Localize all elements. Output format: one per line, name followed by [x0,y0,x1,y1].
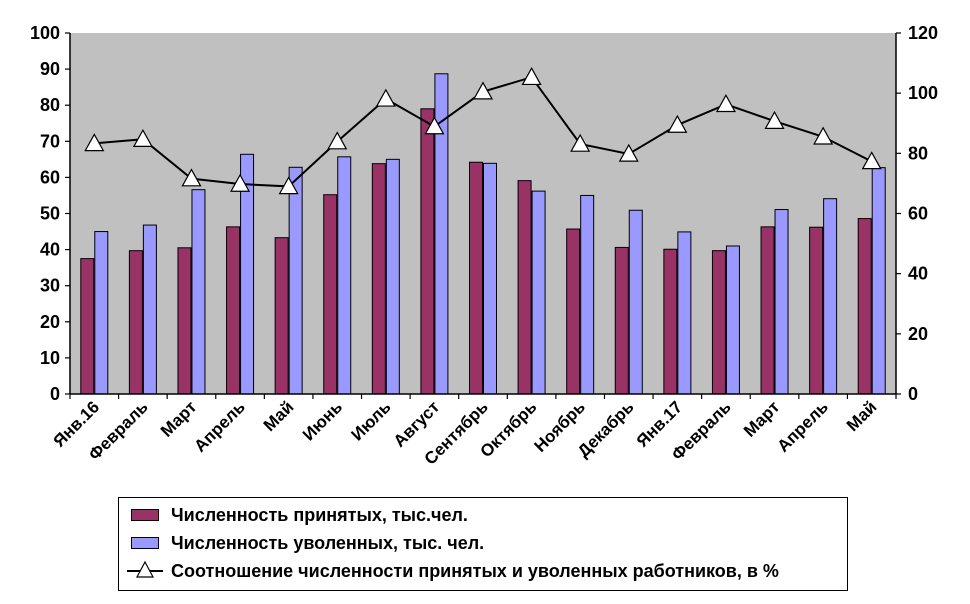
bar-fired [191,189,206,395]
ratio-point [424,116,445,135]
y-tick-label: 60 [40,167,60,187]
bar-hired [760,226,775,395]
bar-hired [80,258,95,395]
bar-hired [857,218,872,395]
bar-hired [663,248,678,395]
legend-swatch-fired [131,537,159,549]
ratio-point [230,173,251,192]
ratio-point [84,133,105,152]
y2-tick-label: 120 [908,23,938,43]
y-tick-label: 70 [40,131,60,151]
bar-hired [711,250,726,395]
bar-fired [142,224,157,395]
ratio-point [278,176,299,195]
x-tick-label: Июнь [299,397,346,444]
bar-fired [288,166,303,395]
bar-hired [566,228,581,395]
ratio-point [327,131,348,150]
bar-hired [614,246,629,395]
legend-marker-ratio [136,561,154,578]
legend-swatch-hired [131,509,159,521]
ratio-point [375,88,396,107]
x-tick-label: Апрель [190,397,248,455]
legend-label-fired: Численность уволенных, тыс. чел. [171,533,485,553]
x-tick-label: Май [843,397,881,435]
bar-fired [94,231,109,395]
bar-fired [823,198,838,395]
bar-fired [385,158,400,395]
y-tick-label: 50 [40,204,60,224]
y2-tick-label: 0 [908,384,918,404]
ratio-point [132,128,153,147]
ratio-point [861,151,882,170]
ratio-point [813,126,834,145]
bar-fired [774,209,789,395]
y-tick-label: 90 [40,59,60,79]
bar-fired [725,245,740,395]
x-tick-label: Март [740,397,783,440]
bar-hired [809,226,824,395]
x-tick-label: Июль [348,397,395,444]
bar-fired [483,162,497,395]
x-tick-label: Март [157,397,200,440]
y2-tick-label: 40 [908,264,928,284]
x-tick-label: Апрель [774,397,832,455]
bar-fired [871,167,886,395]
bar-hired [274,237,289,395]
y-tick-label: 40 [40,240,60,260]
y-tick-label: 20 [40,312,60,332]
y2-tick-label: 60 [908,204,928,224]
x-tick-label: Май [260,397,298,435]
bar-hired [469,161,483,395]
y-tick-label: 0 [50,384,60,404]
ratio-point [667,114,688,133]
y2-tick-label: 20 [908,324,928,344]
y-tick-label: 100 [30,23,60,43]
y2-tick-label: 80 [908,143,928,163]
bar-hired [323,194,338,395]
ratio-point [181,168,202,187]
ratio-point [570,133,591,152]
ratio-point [764,110,785,129]
y-tick-label: 80 [40,95,60,115]
ratio-point [521,66,542,86]
legend: Численность принятых, тыс.чел. Численнос… [118,497,848,591]
y-tick-label: 30 [40,276,60,296]
bar-fired [628,209,643,395]
legend-label-ratio: Соотношение численности принятых и уволе… [171,561,779,581]
bars [80,73,886,395]
bar-fired [677,231,692,395]
bar-hired [128,250,143,395]
bar-hired [517,180,532,395]
bar-hired [371,163,386,395]
y-tick-label: 10 [40,348,60,368]
y2-tick-label: 100 [908,83,938,103]
bar-fired [580,194,595,395]
ratio-point [472,81,494,100]
ratio-point [618,143,639,162]
ratio-series [84,66,882,195]
bar-hired [177,247,192,395]
bar-hired [420,108,435,395]
chart: 0102030405060708090100020406080100120Янв… [30,23,938,469]
bar-fired [531,190,546,395]
bar-hired [226,226,241,395]
bar-fired [337,156,352,395]
legend-label-hired: Численность принятых, тыс.чел. [171,505,468,525]
ratio-point [715,94,736,113]
